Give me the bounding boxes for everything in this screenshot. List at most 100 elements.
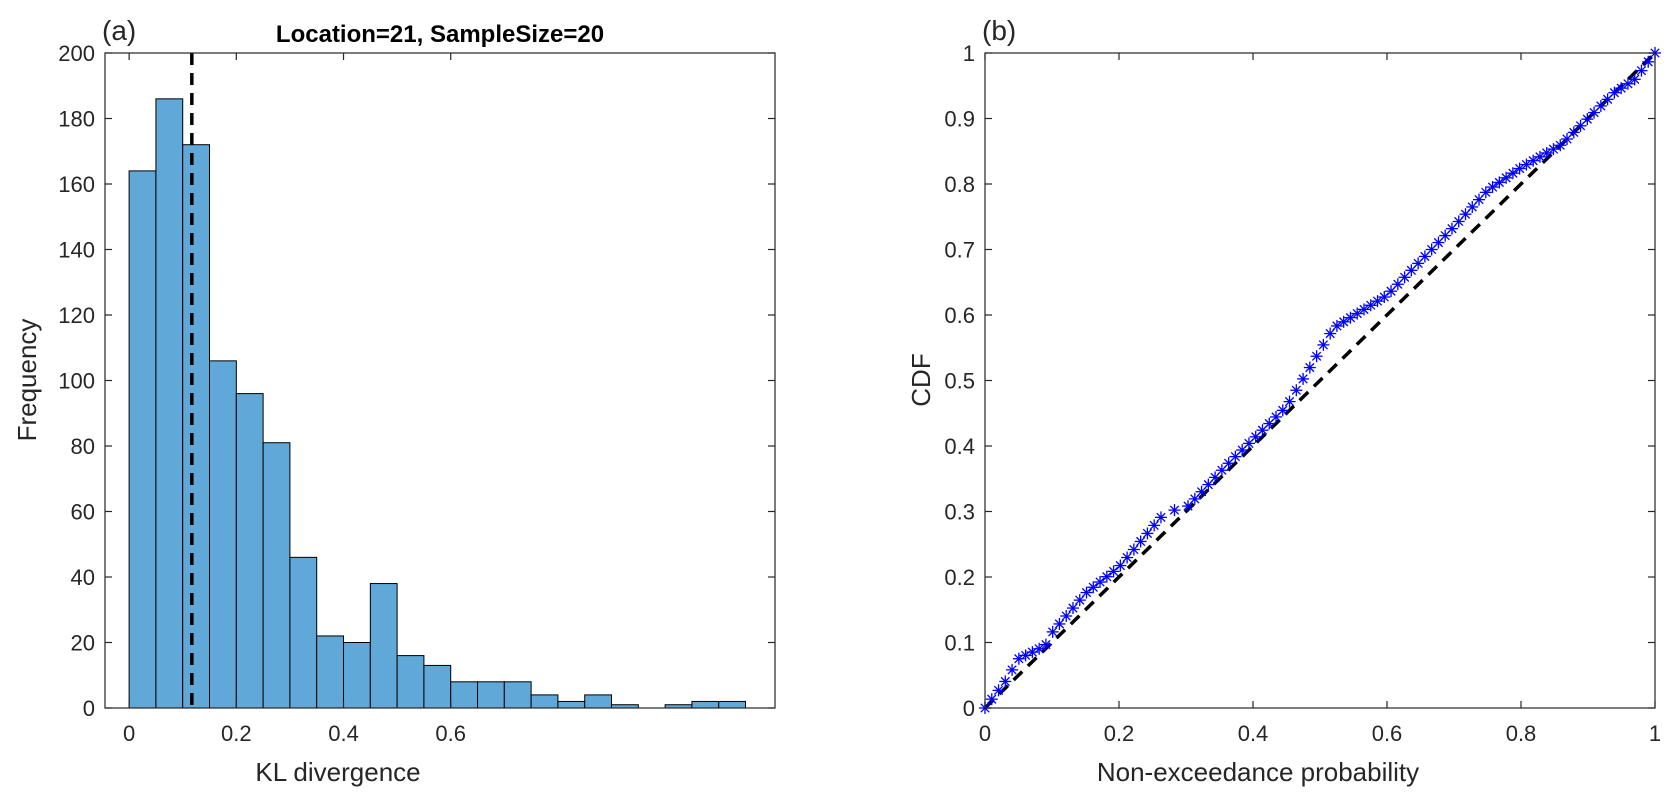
histogram-bar xyxy=(718,700,747,709)
pp-plot-point xyxy=(1364,299,1377,312)
pp-plot-point xyxy=(1303,361,1316,374)
pp-plot-point xyxy=(1459,208,1472,221)
pp-plot-point xyxy=(1080,586,1093,599)
histogram-bar xyxy=(128,170,157,709)
pp-plot-point xyxy=(1628,73,1641,86)
pp-plot-point xyxy=(1006,663,1019,676)
pp-plot-point xyxy=(1330,319,1343,332)
histogram-bar xyxy=(530,694,559,709)
pp-plot-point xyxy=(1493,176,1506,189)
pp-plot-point xyxy=(1290,384,1303,397)
pp-plot-point xyxy=(1513,162,1526,175)
pp-plot-point xyxy=(1317,338,1330,351)
one-to-one-reference-line xyxy=(983,51,1657,710)
pp-plot-points xyxy=(979,47,1661,714)
pp-plot-point xyxy=(1121,551,1134,564)
pp-plot-point xyxy=(1127,543,1140,556)
pp-plot-point xyxy=(1107,565,1120,578)
pp-plot-point xyxy=(1134,535,1147,548)
histogram-title: Location=21, SampleSize=20 xyxy=(276,21,604,48)
histogram-bar xyxy=(396,655,425,709)
histogram-bar xyxy=(691,700,720,709)
histogram-bars xyxy=(128,98,747,709)
histogram-y-tick-label: 120 xyxy=(58,303,95,328)
histogram-bar xyxy=(262,442,291,709)
histogram-y-tick-label: 160 xyxy=(58,172,95,197)
pp-plot-y-tick-label: 1 xyxy=(963,41,975,66)
pp-plot-point xyxy=(1520,158,1533,171)
pp-plot-point xyxy=(1060,610,1073,623)
histogram-y-tick-label: 0 xyxy=(83,696,95,721)
pp-plot-point xyxy=(1391,278,1404,291)
pp-plot-point xyxy=(1473,193,1486,206)
pp-plot-point xyxy=(1344,311,1357,324)
histogram-y-ticks: 0 20 40 60 80 100 120 140 160 180 200 xyxy=(58,41,775,721)
histogram-y-tick-label: 80 xyxy=(71,434,95,459)
histogram-bar xyxy=(182,144,211,709)
pp-plot-point xyxy=(1154,511,1167,524)
histogram-bar xyxy=(235,393,264,709)
pp-plot-point xyxy=(1148,519,1161,532)
histogram-x-tick-label: 0 xyxy=(123,721,135,746)
histogram-y-tick-label: 100 xyxy=(58,369,95,394)
pp-plot-point xyxy=(1276,404,1289,417)
histogram-y-tick-label: 40 xyxy=(71,565,95,590)
pp-plot-x-tick-label: 0.8 xyxy=(1506,721,1537,746)
histogram-y-tick-label: 60 xyxy=(71,500,95,525)
pp-plot-point xyxy=(1533,150,1546,163)
pp-plot-point xyxy=(1297,372,1310,385)
pp-plot-point xyxy=(1371,295,1384,308)
pp-plot-panel: 0 0.2 0.4 0.6 0.8 1 0 0.1 0.2 0.3 0.4 0.5 0.6 0.7 0.8… xyxy=(906,15,1661,787)
pp-plot-x-ticks: 0 0.2 0.4 0.6 0.8 1 xyxy=(979,53,1661,746)
pp-plot-point xyxy=(1500,171,1513,184)
pp-plot-point xyxy=(1100,570,1113,583)
pp-plot-y-tick-label: 0.9 xyxy=(944,107,975,132)
pp-plot-y-ticks: 0 0.1 0.2 0.3 0.4 0.5 0.6 0.7 0.8 0.9 1 xyxy=(944,41,1655,721)
pp-plot-y-tick-label: 0.8 xyxy=(944,172,975,197)
pp-plot-point xyxy=(1337,315,1350,328)
pp-plot-y-tick-label: 0 xyxy=(963,696,975,721)
pp-plot-point xyxy=(1378,291,1391,304)
pp-plot-point xyxy=(1540,146,1553,159)
histogram-bar xyxy=(343,642,371,709)
pp-plot-x-axis-label: Non-exceedance probability xyxy=(1097,757,1419,787)
pp-plot-point xyxy=(1479,186,1492,199)
histogram-bar xyxy=(477,681,505,709)
pp-plot-y-tick-label: 0.6 xyxy=(944,303,975,328)
pp-plot-point xyxy=(1270,410,1283,423)
pp-plot-y-axis-label: CDF xyxy=(906,353,936,406)
pp-plot-point xyxy=(1087,581,1100,594)
pp-plot-point xyxy=(1033,642,1046,655)
histogram-bar xyxy=(423,664,452,709)
pp-plot-point xyxy=(1053,617,1066,630)
pp-plot-x-tick-label: 0.4 xyxy=(1238,721,1269,746)
histogram-bar xyxy=(584,694,613,709)
histogram-x-tick-label: 0.4 xyxy=(328,721,359,746)
pp-plot-x-tick-label: 0.2 xyxy=(1104,721,1135,746)
pp-plot-point xyxy=(985,693,998,706)
pp-plot-y-tick-label: 0.7 xyxy=(944,238,975,263)
histogram-bar xyxy=(369,583,398,709)
histogram-bar xyxy=(289,556,318,709)
histogram-bar xyxy=(557,700,586,709)
pp-plot-y-tick-label: 0.4 xyxy=(944,434,975,459)
pp-plot-point xyxy=(1357,303,1370,316)
pp-plot-point xyxy=(1506,167,1519,180)
pp-plot-point xyxy=(1073,594,1086,607)
pp-plot-point xyxy=(1351,307,1364,320)
pp-plot-y-tick-label: 0.5 xyxy=(944,369,975,394)
histogram-bar xyxy=(503,681,532,709)
pp-plot-point xyxy=(1310,350,1323,363)
histogram-x-ticks: 0 0.2 0.4 0.6 xyxy=(123,53,466,746)
pp-plot-x-tick-label: 0 xyxy=(979,721,991,746)
histogram-y-tick-label: 180 xyxy=(58,107,95,132)
pp-plot-point xyxy=(1141,527,1154,540)
panel-label-b: (b) xyxy=(982,15,1016,46)
histogram-bar xyxy=(155,98,184,709)
pp-plot-point xyxy=(1066,602,1079,615)
histogram-panel: 0 0.2 0.4 0.6 0 20 40 60 80 100 120 140 160 180 200 (… xyxy=(12,15,776,787)
histogram-bar xyxy=(209,360,237,709)
histogram-y-tick-label: 200 xyxy=(58,41,95,66)
pp-plot-point xyxy=(1283,395,1296,408)
pp-plot-y-tick-label: 0.1 xyxy=(944,631,975,656)
